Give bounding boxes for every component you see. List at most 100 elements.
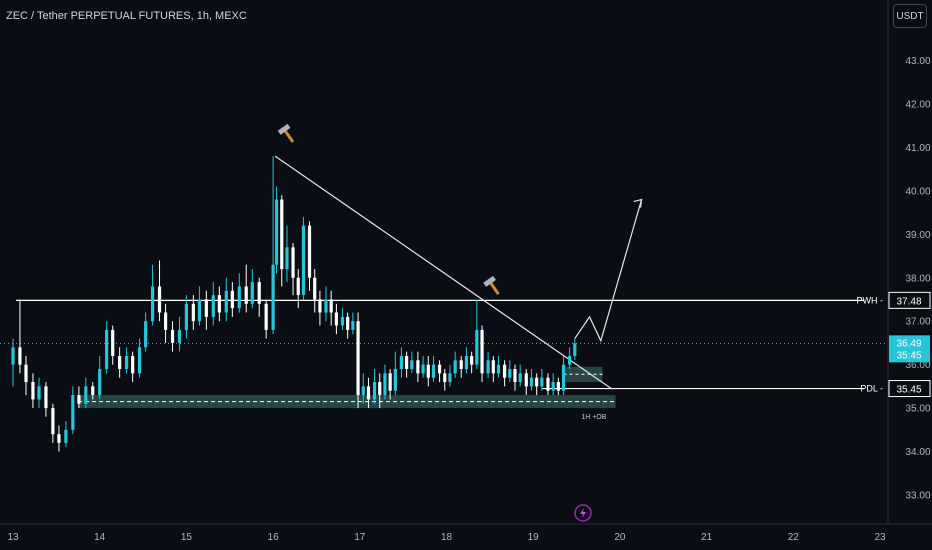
candle-body	[524, 373, 528, 387]
hammer-icon	[483, 275, 500, 295]
projection-arrowhead	[633, 198, 643, 208]
candle-body	[475, 329, 479, 365]
x-tick-label: 16	[268, 532, 280, 543]
candle-body	[568, 355, 572, 365]
candle-body	[431, 364, 436, 378]
candle-body	[257, 282, 261, 304]
current-price-box	[889, 335, 930, 363]
candle-body	[137, 347, 142, 374]
candle-body	[491, 360, 495, 374]
candle-body	[453, 360, 457, 374]
candle-body	[334, 312, 338, 326]
candle-body	[518, 373, 522, 383]
candle-body	[535, 377, 539, 387]
candle-body	[351, 321, 355, 330]
candle-body	[393, 368, 397, 391]
candle-body	[124, 355, 129, 369]
y-tick-label: 43.00	[905, 56, 930, 67]
candle-body	[250, 282, 254, 304]
level-name-pwh: PWH -	[857, 295, 884, 305]
projection-path	[574, 199, 643, 343]
candle-body	[551, 382, 555, 391]
chart-title: ZEC / Tether PERPETUAL FUTURES, 1h, MEXC	[6, 10, 247, 22]
candle-body	[98, 368, 102, 396]
y-tick-label: 40.00	[905, 186, 930, 197]
candle-body	[18, 347, 22, 365]
candle-body	[204, 299, 208, 317]
y-tick-label: 33.00	[905, 491, 930, 502]
candle-body	[307, 225, 312, 278]
candle-body	[313, 277, 317, 300]
hammer-icon	[277, 123, 295, 143]
candle-body	[324, 299, 328, 313]
candle-body	[464, 355, 469, 369]
candle-body	[437, 364, 442, 374]
candle-body	[24, 364, 28, 383]
candle-body	[177, 329, 182, 343]
candle-body	[410, 360, 414, 369]
candle-body	[280, 199, 284, 270]
y-tick-label: 35.00	[905, 404, 930, 415]
candle-body	[388, 373, 392, 391]
candle-body	[540, 377, 544, 387]
candle-body	[237, 286, 241, 309]
candle-body	[448, 373, 452, 383]
candle-body	[37, 386, 41, 400]
x-tick-label: 23	[874, 532, 886, 543]
candle-body	[150, 286, 155, 322]
y-tick-label: 39.00	[905, 230, 930, 241]
candle-body	[118, 355, 122, 369]
candle-body	[44, 386, 48, 409]
level-price-box	[888, 291, 931, 309]
order-block-label: 1H +OB	[581, 414, 606, 421]
candle-body	[224, 290, 228, 313]
candle-body	[31, 382, 35, 400]
candle-body	[318, 299, 322, 313]
candle-body	[296, 277, 300, 296]
candle-body	[340, 316, 345, 326]
y-tick-label: 41.00	[905, 143, 930, 154]
descending-trendline	[274, 155, 612, 390]
candle-body	[329, 299, 333, 313]
currency-button[interactable]: USDT	[893, 4, 927, 28]
y-tick-label: 34.00	[905, 447, 930, 458]
candle-body	[264, 303, 268, 330]
candle-body	[356, 321, 360, 396]
candle-body	[346, 316, 350, 330]
candle-body	[361, 386, 365, 396]
candle-body	[556, 382, 560, 391]
x-tick-label: 22	[788, 532, 800, 543]
level-price-box	[888, 380, 931, 398]
candle-body	[105, 329, 109, 369]
candle-body	[366, 386, 371, 400]
candle-body	[91, 386, 95, 396]
candle-body	[71, 395, 75, 430]
candle-body	[496, 364, 501, 374]
candle-body	[64, 429, 68, 443]
candle-body	[131, 355, 135, 374]
x-tick-label: 14	[94, 532, 106, 543]
candle-body	[459, 360, 463, 369]
candle-body	[513, 368, 517, 383]
candle-body	[230, 290, 234, 309]
current-price-label: 36.49	[896, 338, 921, 349]
candle-body	[416, 360, 420, 374]
y-tick-label: 38.00	[905, 273, 930, 284]
candle-body	[157, 286, 162, 313]
level-name-pdl: PDL -	[860, 384, 883, 394]
y-tick-label: 37.00	[905, 317, 930, 328]
candle-body	[486, 360, 490, 374]
candle-body	[163, 312, 168, 330]
lightning-icon[interactable]	[574, 504, 592, 522]
candle-body	[191, 303, 195, 322]
candle-body	[405, 355, 409, 369]
candle-body	[170, 329, 175, 343]
x-tick-label: 13	[7, 532, 19, 543]
candle-body	[197, 299, 202, 322]
candle-body	[244, 286, 248, 304]
candle-body	[508, 368, 512, 378]
candle-body	[443, 373, 447, 383]
level-price-label: 35.45	[896, 385, 921, 396]
candle-body	[111, 329, 115, 356]
